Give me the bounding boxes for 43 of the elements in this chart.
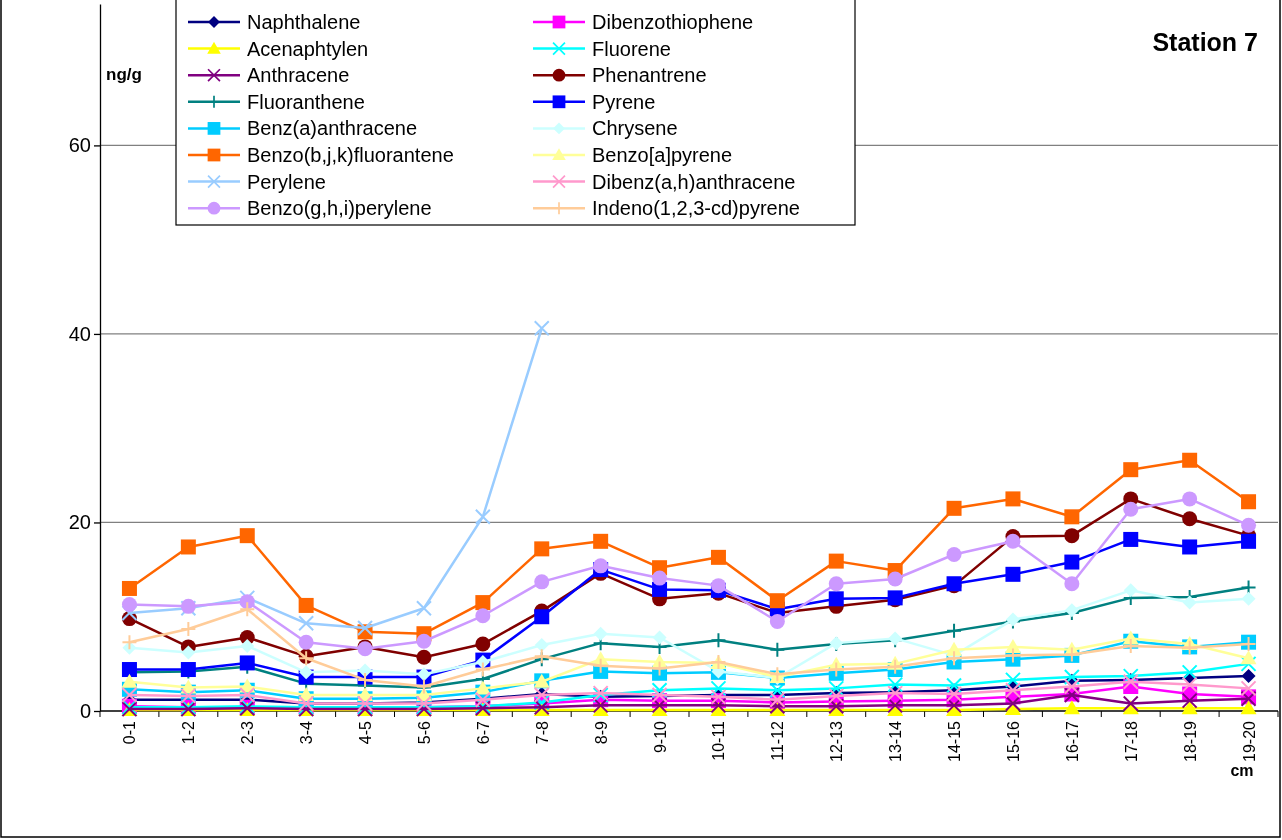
x-tick-label: 9-10 [651,720,669,754]
x-tick-label: 18-19 [1181,720,1199,762]
y-tick-label: 0 [79,699,91,722]
x-tick-label: 1-2 [180,720,198,745]
legend-label: Benzo(b,j,k)fluorantene [247,144,454,166]
text: Station 7 [1152,28,1258,56]
legend-label: Fluorene [592,37,671,60]
legend-label: Anthracene [247,64,350,87]
x-tick-label: 0-1 [121,720,139,745]
x-tick-label: 19-20 [1240,720,1258,762]
x-tick-label: 12-13 [828,720,846,762]
x-tick-label: 4-5 [357,720,375,745]
x-tick-label: 11-12 [769,720,787,761]
x-tick-label: 8-9 [592,720,610,745]
legend-label: Benzo[a]pyrene [592,144,733,166]
legend-label: Chrysene [592,117,678,140]
x-tick-label: 10-11 [710,720,728,761]
legend-label: Dibenz(a,h)anthracene [592,170,796,193]
x-tick-label: 2-3 [239,720,257,745]
x-tick-label: 5-6 [415,720,433,745]
y-tick-label: 20 [68,511,91,534]
y-tick-label: 40 [68,322,91,345]
x-tick-label: 13-14 [887,720,905,762]
x-tick-label: 14-15 [946,720,964,762]
x-tick-label: 3-4 [298,720,316,745]
x-axis-title: cm [1230,762,1254,779]
y-tick-label: 60 [68,134,91,157]
x-tick-label: 17-18 [1122,720,1140,762]
legend-label: Naphthalene [247,11,361,33]
y-axis-title: ng/g [106,65,142,84]
x-tick-label: 15-16 [1004,720,1022,762]
legend-label: Phenantrene [592,64,707,87]
legend-label: Benzo(g,h,i)perylene [247,197,432,220]
legend-label: Indeno(1,2,3-cd)pyrene [592,197,800,220]
legend-label: Acenaphtylen [247,37,369,60]
legend-label: Fluoranthene [247,90,365,113]
x-tick-label: 6-7 [474,720,492,745]
legend-label: Benz(a)anthracene [247,117,418,140]
x-tick-label: 16-17 [1063,720,1081,762]
x-tick-label: 7-8 [533,720,551,745]
legend-label: Pyrene [592,90,656,113]
legend-label: Perylene [247,170,326,193]
legend-label: Dibenzothiophene [592,11,754,33]
